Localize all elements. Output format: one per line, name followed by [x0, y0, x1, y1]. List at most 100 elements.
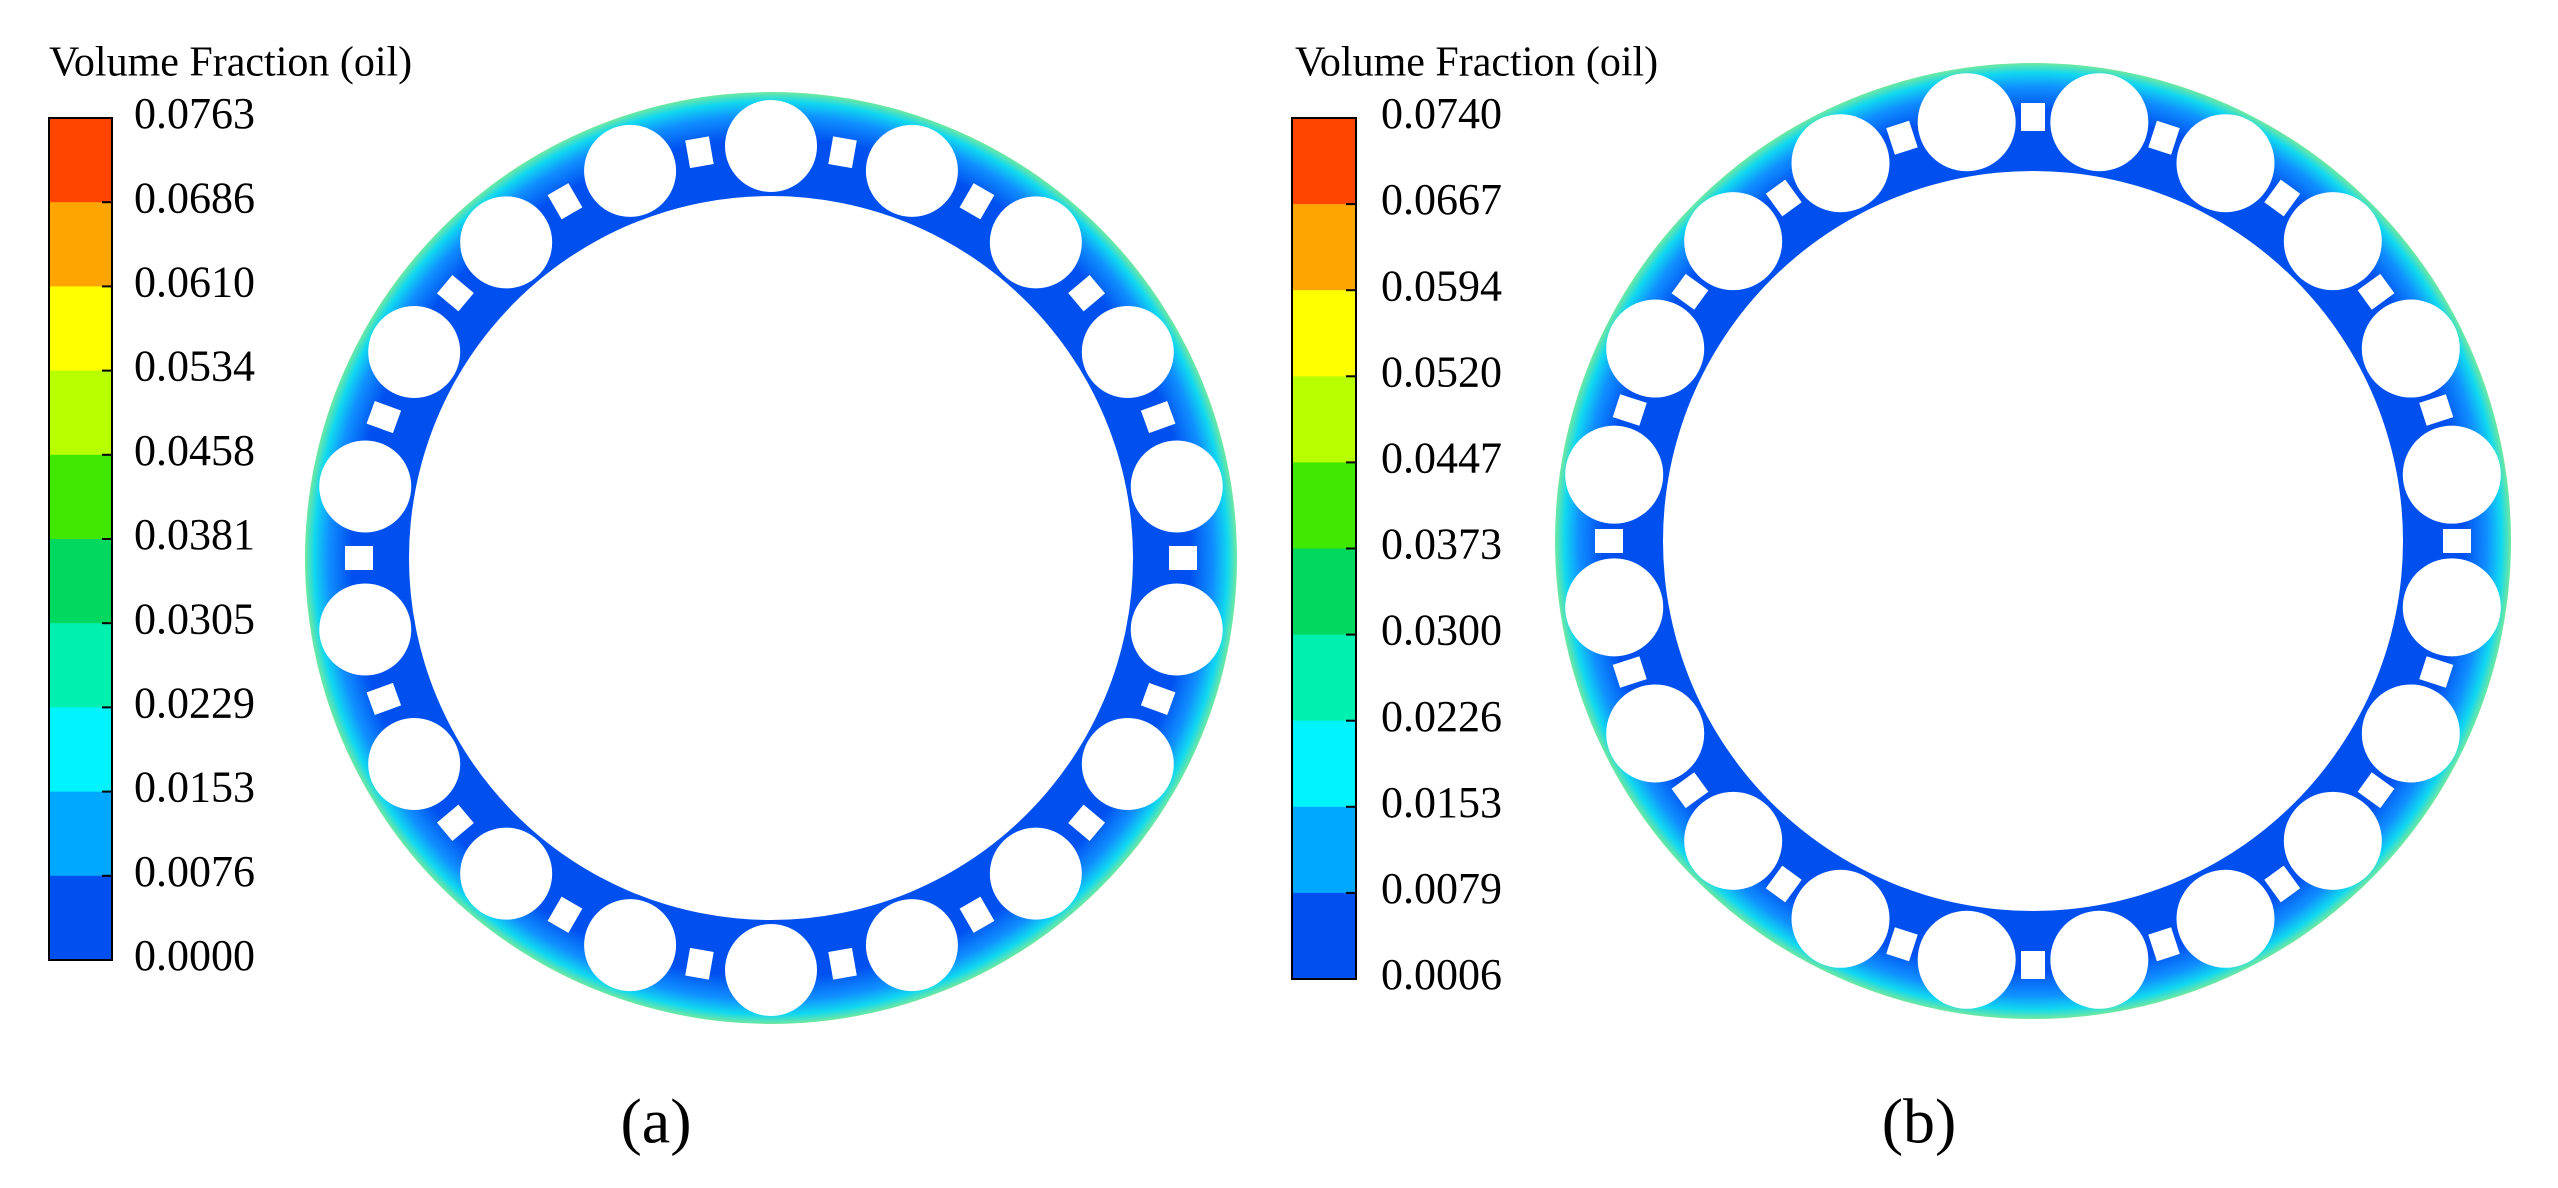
tick-label: 0.0763: [134, 89, 255, 138]
ball: [584, 124, 677, 217]
colorbar-band: [1292, 462, 1356, 549]
colorbar-band: [1292, 634, 1356, 722]
cage-gap: [1068, 804, 1106, 842]
legend-title: Volume Fraction (oil): [1295, 40, 1658, 86]
cage-gap: [1886, 120, 1918, 155]
ball: [584, 899, 677, 992]
cage-gap: [828, 947, 857, 980]
cage-gap: [2264, 865, 2301, 903]
cage-gap: [547, 183, 583, 220]
colorbar-band: [49, 875, 112, 961]
cage-gap: [2148, 120, 2180, 155]
tick-label: 0.0153: [134, 763, 255, 812]
colorbar-band: [1292, 204, 1356, 291]
ball: [460, 196, 553, 289]
cage-gap: [2443, 529, 2471, 553]
tick-label: 0.0458: [134, 426, 255, 475]
panel-label: (b): [1882, 1086, 1957, 1157]
colorbar-band: [49, 623, 112, 708]
cage-gap: [2419, 394, 2454, 426]
tick-label: 0.0381: [134, 510, 255, 559]
cage-gap: [366, 401, 402, 434]
colorbar-band: [1292, 806, 1356, 894]
inner-hole: [409, 196, 1133, 920]
tick-label: 0.0594: [1381, 261, 1502, 310]
colorbar-band: [1292, 118, 1356, 205]
tick-label: 0.0610: [134, 257, 255, 306]
tick-label: 0.0740: [1381, 89, 1502, 138]
ball: [1081, 306, 1174, 398]
ball: [368, 306, 461, 398]
ball: [865, 124, 958, 217]
panel: Volume Fraction (oil)0.0763 0.0686 0.0610 0…: [48, 40, 1237, 1157]
cage-gap: [2357, 772, 2395, 809]
tick-label: 0.0300: [1381, 606, 1502, 655]
ball: [2176, 114, 2275, 213]
cage-gap: [366, 682, 402, 715]
tick-label: 0.0229: [134, 678, 255, 727]
cage-gap: [1140, 682, 1176, 715]
ball: [1684, 192, 1783, 291]
ball: [1791, 869, 1890, 968]
tick-label: 0.0534: [134, 342, 255, 391]
cage-gap: [1765, 865, 1802, 903]
colorbar-band: [49, 202, 112, 287]
ball: [319, 440, 412, 533]
panel-label: (a): [620, 1086, 691, 1157]
cage-gap: [2021, 951, 2045, 979]
ball: [368, 718, 461, 810]
ball: [1606, 299, 1705, 398]
tick-label: 0.0076: [134, 847, 255, 896]
cage-gap: [1140, 401, 1176, 434]
ball: [1606, 684, 1705, 783]
tick-label: 0.0006: [1381, 950, 1502, 999]
ball: [319, 583, 412, 676]
tick-label: 0.0153: [1381, 778, 1502, 827]
cage-gap: [1765, 179, 1802, 217]
tick-label: 0.0226: [1381, 692, 1502, 741]
ball: [1130, 440, 1223, 533]
cage-gap: [959, 896, 995, 933]
colorbar-band: [1292, 376, 1356, 463]
ball: [2283, 192, 2382, 291]
cage-gap: [959, 183, 995, 220]
tick-label: 0.0000: [134, 931, 255, 980]
ball: [1791, 114, 1890, 213]
cage-gap: [345, 546, 373, 570]
ball: [2402, 425, 2501, 524]
tick-label: 0.0667: [1381, 175, 1502, 224]
ball: [2283, 791, 2382, 890]
ball: [1081, 718, 1174, 810]
colorbar-band: [1292, 548, 1356, 636]
ball: [725, 924, 817, 1016]
tick-label: 0.0686: [134, 173, 255, 222]
cage-gap: [436, 804, 474, 842]
tick-label: 0.0079: [1381, 864, 1502, 913]
tick-label: 0.0373: [1381, 520, 1502, 569]
cage-gap: [2419, 656, 2454, 688]
colorbar-band: [49, 286, 112, 372]
colorbar-band: [49, 370, 112, 456]
cage-gap: [1068, 274, 1106, 312]
panel: Volume Fraction (oil)0.0740 0.0667 0.0594 0…: [1291, 40, 2511, 1157]
cage-gap: [1169, 546, 1197, 570]
colorbar-band: [1292, 290, 1356, 377]
ball: [725, 100, 817, 192]
cage-gap: [1671, 772, 1709, 809]
colorbar-band: [49, 118, 112, 203]
ball: [1684, 791, 1783, 890]
ball: [1565, 558, 1664, 657]
colorbar-band: [49, 539, 112, 624]
cage-gap: [1612, 394, 1647, 426]
colorbar-band: [1292, 892, 1356, 980]
inner-hole: [1663, 171, 2403, 911]
ball: [1917, 910, 2016, 1009]
legend-title: Volume Fraction (oil): [49, 40, 412, 86]
ball: [2402, 558, 2501, 657]
cage-gap: [1886, 927, 1918, 962]
colorbar-band: [49, 707, 112, 793]
tick-label: 0.0305: [134, 594, 255, 643]
ball: [989, 196, 1082, 289]
cage-gap: [2148, 927, 2180, 962]
